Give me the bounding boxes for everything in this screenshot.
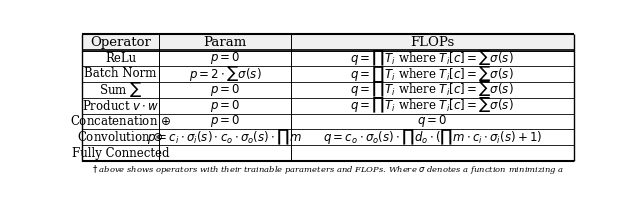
Text: $q = 0$: $q = 0$ [417, 113, 447, 129]
Text: ReLu: ReLu [105, 52, 136, 65]
Text: Operator: Operator [90, 36, 151, 49]
Text: $p = 0$: $p = 0$ [210, 50, 240, 66]
Text: $p = 0$: $p = 0$ [210, 113, 240, 129]
Text: Fully Connected: Fully Connected [72, 147, 170, 160]
Text: Param: Param [204, 36, 246, 49]
Text: Sum $\sum$: Sum $\sum$ [99, 80, 142, 99]
Text: $q = \prod T_i$ where $T_i[c] = \sum \sigma(s)$: $q = \prod T_i$ where $T_i[c] = \sum \si… [351, 49, 514, 68]
Text: Product $v \cdot w$: Product $v \cdot w$ [82, 99, 159, 113]
Text: $p = c_i \cdot \sigma_i(s) \cdot c_o \cdot \sigma_o(s) \cdot \prod m$: $p = c_i \cdot \sigma_i(s) \cdot c_o \cd… [147, 128, 302, 147]
Text: FLOPs: FLOPs [410, 36, 454, 49]
Text: $p = 0$: $p = 0$ [210, 82, 240, 98]
Text: $q = \prod T_i$ where $T_i[c] = \sum \sigma(s)$: $q = \prod T_i$ where $T_i[c] = \sum \si… [351, 96, 514, 115]
Text: $q = \prod T_i$ where $T_i[c] = \sum \sigma(s)$: $q = \prod T_i$ where $T_i[c] = \sum \si… [351, 80, 514, 99]
Text: Batch Norm: Batch Norm [84, 68, 157, 80]
Text: $\dagger$ above shows operators with their trainable parameters and FLOPs. Where: $\dagger$ above shows operators with the… [92, 163, 564, 176]
Text: Convolution $\circledast$: Convolution $\circledast$ [77, 130, 164, 144]
Text: $q = \prod T_i$ where $T_i[c] = \sum \sigma(s)$: $q = \prod T_i$ where $T_i[c] = \sum \si… [351, 64, 514, 84]
Text: Concatenation $\oplus$: Concatenation $\oplus$ [70, 114, 171, 129]
Text: $p = 0$: $p = 0$ [210, 98, 240, 114]
Text: $p = 2 \cdot \sum \sigma(s)$: $p = 2 \cdot \sum \sigma(s)$ [189, 65, 261, 84]
Text: $q = c_o \cdot \sigma_o(s) \cdot \prod d_o \cdot (\prod m \cdot c_i \cdot \sigma: $q = c_o \cdot \sigma_o(s) \cdot \prod d… [323, 128, 542, 147]
